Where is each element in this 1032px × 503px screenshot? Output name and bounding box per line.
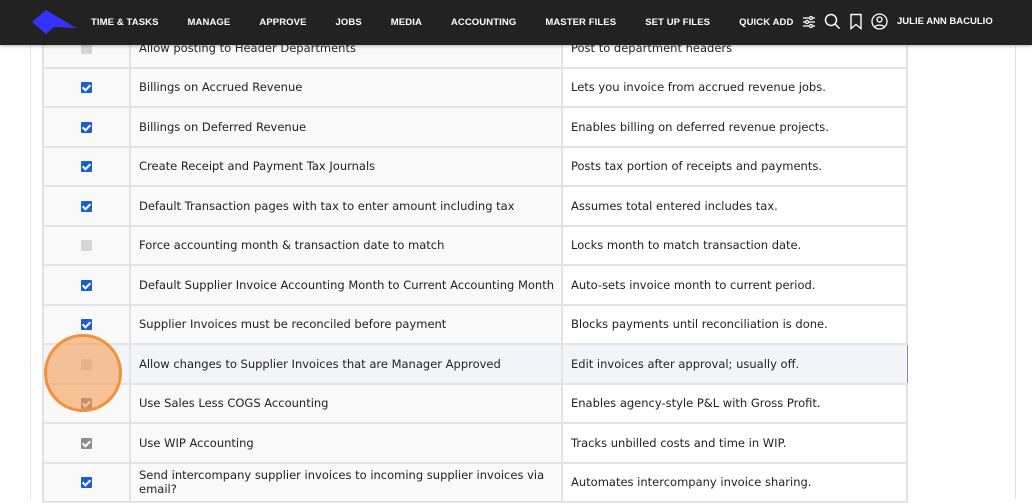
setting-checkbox[interactable] [81,319,92,331]
search-icon[interactable] [824,13,841,30]
nav-tools: JULIE ANN BACULIO [801,13,993,30]
nav-item-approve[interactable]: APPROVE [259,17,307,28]
setting-label: Allow changes to Supplier Invoices that … [129,343,563,385]
checkbox-cell [42,145,131,187]
checkbox-cell [42,422,131,464]
logo-icon[interactable] [32,10,76,34]
setting-checkbox[interactable] [81,121,92,133]
nav-item-time-tasks[interactable]: TIME & TASKS [91,17,159,28]
table-row: Force accounting month & transaction dat… [42,224,908,266]
user-name[interactable]: JULIE ANN BACULIO [897,16,993,27]
main-menu: TIME & TASKS MANAGE APPROVE JOBS MEDIA ACCOUN… [91,0,822,45]
setting-label: Billings on Accrued Revenue [129,66,563,108]
table-row: Default Transaction pages with tax to en… [42,185,908,227]
setting-checkbox[interactable] [81,437,92,449]
checkbox-cell [42,224,131,266]
setting-label: Create Receipt and Payment Tax Journals [129,145,563,187]
checkbox-cell [42,303,131,345]
nav-item-manage[interactable]: MANAGE [187,17,231,28]
table-row: Default Supplier Invoice Accounting Mont… [42,264,908,306]
setting-description: Enables billing on deferred revenue proj… [561,106,908,148]
filter-sliders-icon[interactable] [801,14,817,30]
bookmark-icon[interactable] [848,13,864,30]
setting-label: Force accounting month & transaction dat… [129,224,563,266]
nav-item-jobs[interactable]: JOBS [335,17,362,28]
setting-checkbox[interactable] [81,42,92,54]
setting-checkbox[interactable] [81,358,92,370]
nav-item-set-up-files[interactable]: SET UP FILES [645,17,711,28]
setting-label: Billings on Deferred Revenue [129,106,563,148]
setting-checkbox[interactable] [81,82,92,94]
setting-checkbox[interactable] [81,279,92,291]
setting-label: Default Supplier Invoice Accounting Mont… [129,264,563,306]
table-row: Allow changes to Supplier Invoices that … [42,343,908,385]
table-row: Billings on Accrued Revenue Lets you inv… [42,66,908,108]
setting-description: Locks month to match transaction date. [561,224,908,266]
nav-item-accounting[interactable]: ACCOUNTING [450,17,517,28]
setting-description: Lets you invoice from accrued revenue jo… [561,66,908,108]
checkbox-cell [42,264,131,306]
setting-checkbox[interactable] [81,161,92,173]
setting-checkbox[interactable] [81,477,92,489]
top-nav: TIME & TASKS MANAGE APPROVE JOBS MEDIA ACCOUN… [0,0,1032,45]
setting-label: Supplier Invoices must be reconciled bef… [129,303,563,345]
setting-label: Use Sales Less COGS Accounting [129,382,563,424]
setting-description: Tracks unbilled costs and time in WIP. [561,422,908,464]
setting-description: Enables agency-style P&L with Gross Prof… [561,382,908,424]
table-row: Supplier Invoices must be reconciled bef… [42,303,908,345]
setting-description: Blocks payments until reconciliation is … [561,303,908,345]
setting-description: Automates intercompany invoice sharing. [561,461,908,503]
checkbox-cell [42,343,131,385]
checkbox-cell [42,66,131,108]
checkbox-cell [42,185,131,227]
nav-item-media[interactable]: MEDIA [390,17,422,28]
checkbox-cell [42,382,131,424]
setting-checkbox[interactable] [81,200,92,212]
settings-table: Allow posting to Header Departments Post… [42,27,908,503]
table-row: Use WIP Accounting Tracks unbilled costs… [42,422,908,464]
table-row: Use Sales Less COGS Accounting Enables a… [42,382,908,424]
setting-checkbox[interactable] [81,240,92,252]
setting-label: Use WIP Accounting [129,422,563,464]
setting-checkbox[interactable] [81,398,92,410]
setting-description: Edit invoices after approval; usually of… [561,343,908,384]
setting-description: Assumes total entered includes tax. [561,185,908,227]
setting-description: Posts tax portion of receipts and paymen… [561,145,908,187]
setting-description: Auto-sets invoice month to current perio… [561,264,908,306]
user-circle-icon[interactable] [871,13,888,30]
table-row: Create Receipt and Payment Tax Journals … [42,145,908,187]
checkbox-cell [42,461,131,503]
nav-item-quick-add[interactable]: QUICK ADD [739,17,794,28]
table-row: Send intercompany supplier invoices to i… [42,461,908,503]
content-frame [30,0,1016,499]
nav-item-master-files[interactable]: MASTER FILES [545,17,617,28]
checkbox-cell [42,106,131,148]
table-row: Billings on Deferred Revenue Enables bil… [42,106,908,148]
setting-label: Default Transaction pages with tax to en… [129,185,563,227]
setting-label: Send intercompany supplier invoices to i… [129,461,563,503]
